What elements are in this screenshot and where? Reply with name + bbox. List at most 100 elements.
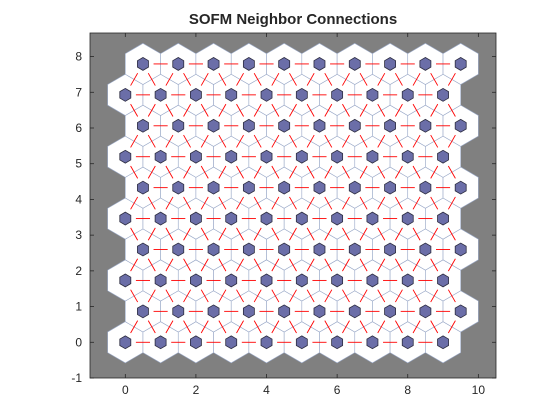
neighbor-connection xyxy=(359,289,368,303)
neighbor-connection xyxy=(271,258,280,272)
neighbor-connection xyxy=(394,320,403,334)
neuron-marker xyxy=(172,57,185,71)
neuron-marker xyxy=(172,304,185,319)
neuron-marker xyxy=(137,242,149,257)
neuron-marker xyxy=(366,335,379,350)
neighbor-connection xyxy=(147,165,156,179)
neuron-marker xyxy=(119,211,132,226)
neighbor-connection xyxy=(306,165,315,179)
neuron-marker xyxy=(366,149,379,164)
neighbor-connection xyxy=(253,227,262,241)
neighbor-connection xyxy=(447,72,456,86)
neuron-marker xyxy=(437,149,449,164)
neighbor-connection xyxy=(342,258,350,272)
neuron-marker xyxy=(419,242,432,257)
neighbor-connection xyxy=(306,134,315,148)
neighbor-connection xyxy=(183,72,192,86)
neighbor-connection xyxy=(342,289,350,303)
neighbor-connection xyxy=(447,196,456,210)
neuron-marker xyxy=(348,118,361,133)
neuron-marker xyxy=(313,57,326,71)
neuron-marker xyxy=(137,118,149,133)
x-tick-label: 2 xyxy=(193,383,200,397)
neuron-marker xyxy=(137,180,149,195)
neuron-marker xyxy=(401,273,414,288)
x-tick-label: 4 xyxy=(263,383,270,397)
y-tick-label: 0 xyxy=(75,335,82,349)
neighbor-connection xyxy=(147,227,156,241)
neuron-marker xyxy=(225,149,238,164)
neighbor-connection xyxy=(306,72,315,86)
neuron-marker xyxy=(384,57,396,71)
neighbor-connection xyxy=(130,227,139,241)
x-tick-label: 6 xyxy=(334,383,341,397)
neighbor-connection xyxy=(412,289,421,303)
neuron-marker xyxy=(242,242,255,257)
neuron-marker xyxy=(331,211,344,226)
neighbor-connection xyxy=(183,227,192,241)
neighbor-connection xyxy=(324,227,333,241)
neuron-marker xyxy=(454,57,467,71)
neighbor-connection xyxy=(342,196,350,210)
neighbor-connection xyxy=(306,320,315,334)
neighbor-connection xyxy=(394,258,403,272)
neighbor-connection xyxy=(342,134,350,148)
neighbor-connection xyxy=(359,134,368,148)
neighbor-connection xyxy=(430,227,439,241)
neuron-marker xyxy=(419,57,432,71)
neuron-marker xyxy=(331,273,344,288)
neighbor-connection xyxy=(306,196,315,210)
neighbor-connection xyxy=(130,72,139,86)
neighbor-connection xyxy=(218,258,227,272)
neighbor-connection xyxy=(236,134,244,148)
neighbor-connection xyxy=(218,289,227,303)
neighbor-connection xyxy=(324,134,333,148)
neighbor-connection xyxy=(236,258,244,272)
neighbor-connection xyxy=(218,196,227,210)
neuron-marker xyxy=(154,273,167,288)
neighbor-connection xyxy=(200,227,209,241)
neighbor-connection xyxy=(324,258,333,272)
neighbor-connection xyxy=(165,165,174,179)
y-tick-label: 1 xyxy=(75,300,82,314)
neighbor-connection xyxy=(359,320,368,334)
neighbor-connection xyxy=(271,320,280,334)
neighbor-connection xyxy=(430,196,439,210)
neighbor-connection xyxy=(289,165,297,179)
neighbor-connection xyxy=(130,134,139,148)
neighbor-connection xyxy=(324,320,333,334)
neighbor-connection xyxy=(394,134,403,148)
neuron-marker xyxy=(260,87,273,102)
neuron-marker xyxy=(313,118,326,133)
neighbor-connection xyxy=(271,289,280,303)
neuron-marker xyxy=(242,118,255,133)
neighbor-connection xyxy=(447,227,456,241)
neuron-marker xyxy=(454,180,467,195)
neighbor-connection xyxy=(377,227,386,241)
neuron-marker xyxy=(242,57,255,71)
neighbor-connection xyxy=(377,289,386,303)
neighbor-connection xyxy=(253,165,262,179)
neuron-marker xyxy=(348,180,361,195)
neuron-marker xyxy=(119,149,132,164)
neighbor-connection xyxy=(306,258,315,272)
neuron-marker xyxy=(348,57,361,71)
neighbor-connection xyxy=(271,103,280,117)
neighbor-connection xyxy=(271,165,280,179)
neuron-marker xyxy=(295,335,308,350)
connections-layer xyxy=(130,63,456,343)
neuron-marker xyxy=(366,273,379,288)
chart-title: SOFM Neighbor Connections xyxy=(189,11,397,28)
neuron-marker xyxy=(225,211,238,226)
neighbor-connection xyxy=(165,72,174,86)
neighbor-connection xyxy=(394,72,403,86)
y-tick-label: 6 xyxy=(75,121,82,135)
neighbor-connection xyxy=(412,72,421,86)
neighbor-connection xyxy=(342,320,350,334)
y-tick-label: 7 xyxy=(75,85,82,99)
neighbor-connection xyxy=(324,165,333,179)
neuron-marker xyxy=(295,273,308,288)
neighbor-connection xyxy=(412,165,421,179)
neuron-marker xyxy=(119,87,132,102)
neuron-marker xyxy=(172,180,185,195)
